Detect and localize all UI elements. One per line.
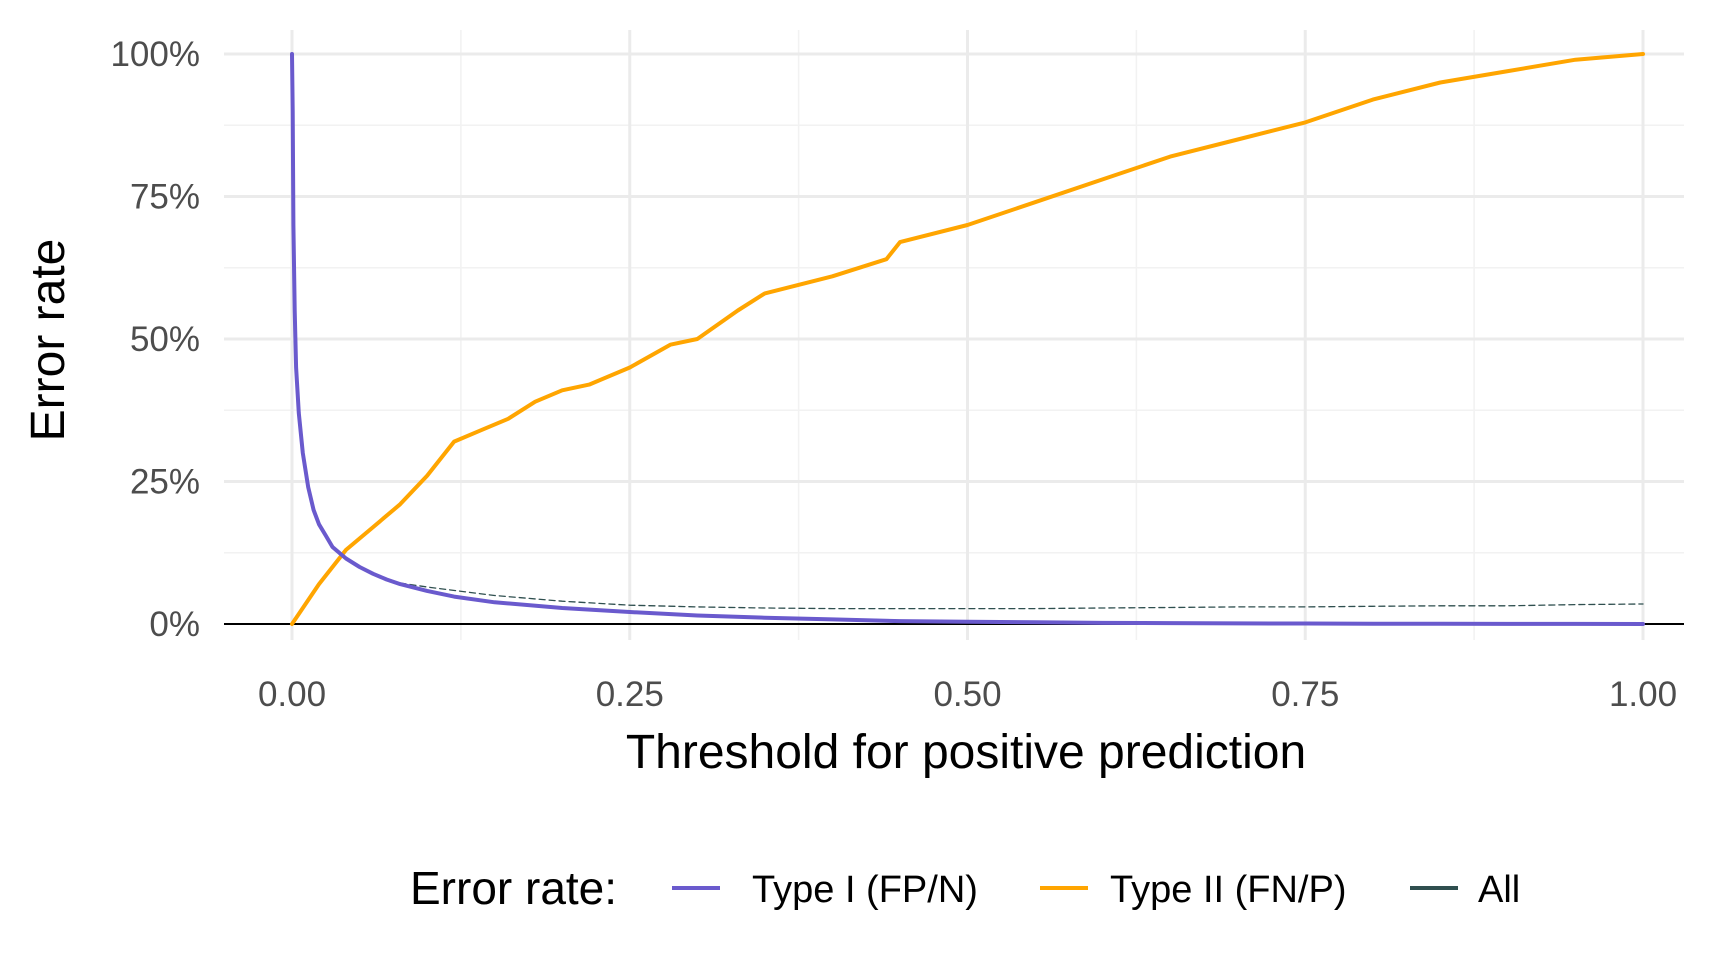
y-tick-labels: 0% 25% 50% 75% 100%: [110, 35, 200, 644]
legend: Error rate: Type I (FP/N) Type II (FN/P) A…: [410, 862, 1520, 914]
x-tick-label: 0.25: [596, 675, 664, 714]
legend-label: Type II (FN/P): [1110, 869, 1346, 911]
x-tick-label: 1.00: [1609, 675, 1677, 714]
y-tick-label: 50%: [130, 320, 200, 359]
major-x-gridlines: [290, 30, 1645, 640]
y-axis-title: Error rate: [22, 239, 75, 442]
series-line-all: [399, 582, 1644, 610]
y-tick-label: 100%: [110, 35, 200, 74]
y-tick-label: 0%: [149, 605, 200, 644]
legend-items: Type I (FP/N) Type II (FN/P) All: [672, 869, 1520, 911]
x-tick-label: 0.75: [1271, 675, 1339, 714]
series-layer: [290, 52, 1645, 626]
x-tick-label: 0.50: [933, 675, 1001, 714]
x-axis-title: Threshold for positive prediction: [626, 726, 1306, 779]
series-line-type-ii-fn-p: [290, 52, 1645, 626]
major-y-gridlines: [224, 52, 1684, 483]
series-line-type-i-fp-n: [290, 52, 1645, 626]
x-tick-label: 0.00: [258, 675, 326, 714]
y-tick-label: 25%: [130, 463, 200, 502]
legend-label: All: [1478, 869, 1520, 911]
legend-label: Type I (FP/N): [752, 869, 978, 911]
x-tick-labels: 0.00 0.25 0.50 0.75 1.00: [258, 675, 1677, 714]
legend-title: Error rate:: [410, 862, 617, 914]
y-tick-label: 75%: [130, 178, 200, 217]
minor-y-gridlines: [224, 124, 1684, 554]
minor-x-gridlines: [460, 30, 1475, 640]
